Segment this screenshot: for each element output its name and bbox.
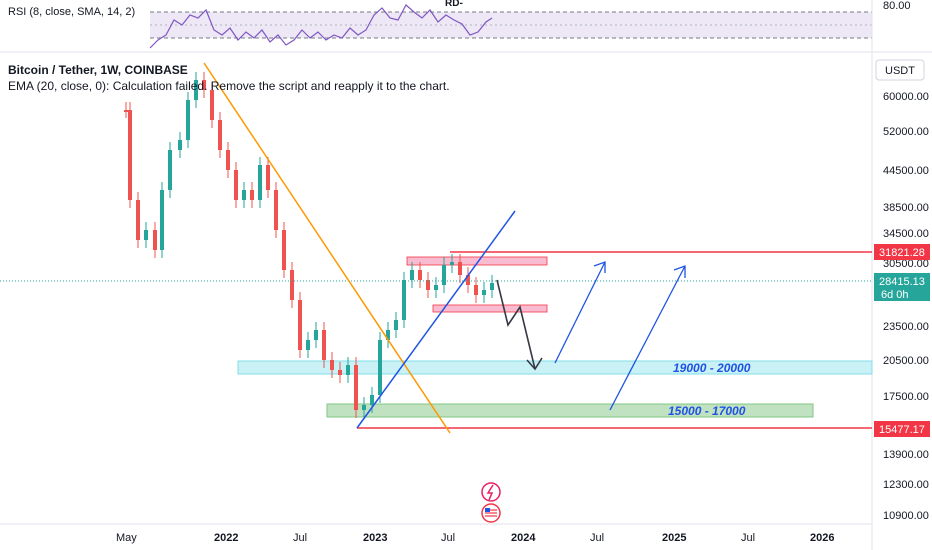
candle-body	[338, 370, 342, 375]
price-tick: 17500.00	[883, 391, 929, 403]
zone-label-19000-20000: 19000 - 20000	[673, 361, 751, 375]
time-tick: Jul	[293, 532, 307, 544]
projection-arrow-up-1[interactable]	[555, 262, 605, 363]
rsi-divergence-tag: RD-	[445, 0, 463, 9]
candle-body	[160, 190, 164, 250]
candle-body	[378, 340, 382, 395]
price-tick: 10900.00	[883, 510, 929, 522]
candle-body	[394, 320, 398, 330]
candle-body	[234, 170, 238, 200]
candle-body	[226, 150, 230, 170]
price-tick: 60000.00	[883, 91, 929, 103]
candle-body	[242, 190, 246, 200]
candle-body	[266, 165, 270, 190]
price-axis[interactable]: 80.00 USDT 60000.00 52000.00 44500.00 38…	[874, 0, 930, 522]
price-tick: 34500.00	[883, 228, 929, 240]
candle-body	[153, 230, 157, 250]
candle-body	[450, 262, 454, 265]
price-tick: 44500.00	[883, 165, 929, 177]
candle-body	[330, 360, 334, 370]
time-tick: May	[116, 532, 137, 544]
candle-body	[354, 365, 358, 410]
candle-body	[314, 330, 318, 340]
time-tick: 2025	[662, 532, 686, 544]
candle-body	[442, 265, 446, 285]
candle-body	[274, 190, 278, 230]
time-tick: 2026	[810, 532, 834, 544]
candle-body	[370, 395, 374, 405]
projection-arrow-up-2[interactable]	[610, 266, 685, 410]
price-tick: 12300.00	[883, 479, 929, 491]
resistance-price-label: 31821.28	[879, 247, 925, 259]
candle-body	[490, 283, 494, 290]
price-tick: 23500.00	[883, 321, 929, 333]
candle-body	[218, 120, 222, 150]
rsi-legend[interactable]: RSI (8, close, SMA, 14, 2)	[8, 6, 135, 18]
last-price-label: 28415.13	[879, 276, 925, 288]
candle-body	[362, 405, 366, 410]
projection-arrow-down[interactable]	[497, 280, 542, 369]
rsi-tick-80: 80.00	[883, 0, 911, 12]
time-tick: Jul	[441, 532, 455, 544]
price-pane: 19000 - 20000 15000 - 17000	[0, 63, 872, 433]
uptrend-line[interactable]	[357, 211, 515, 428]
time-tick: 2022	[214, 532, 238, 544]
dividend-event-icon[interactable]	[482, 483, 500, 501]
candle-body	[482, 290, 486, 295]
candle-body	[124, 110, 128, 112]
candle-body	[250, 190, 254, 200]
time-tick: Jul	[741, 532, 755, 544]
countdown-label: 6d 0h	[881, 289, 909, 301]
candle-body	[346, 365, 350, 375]
candle-body	[258, 165, 262, 200]
time-tick: Jul	[590, 532, 604, 544]
candle-body	[410, 270, 414, 280]
us-flag-event-icon[interactable]	[482, 504, 500, 522]
candle-body	[298, 300, 302, 350]
candle-body	[144, 230, 148, 240]
currency-label: USDT	[885, 65, 915, 77]
candle-body	[434, 285, 438, 290]
support-price-label: 15477.17	[879, 424, 925, 436]
price-tick: 20500.00	[883, 355, 929, 367]
candle-body	[306, 340, 310, 350]
candle-body	[322, 330, 326, 360]
candle-body	[282, 230, 286, 270]
zone-support-box[interactable]	[433, 305, 547, 312]
time-axis[interactable]: May 2022 Jul 2023 Jul 2024 Jul 2025 Jul …	[116, 532, 834, 544]
candle-body	[210, 90, 214, 120]
zone-label-15000-17000: 15000 - 17000	[668, 404, 746, 418]
ema-legend[interactable]: EMA (20, close, 0): Calculation failed. …	[8, 79, 450, 93]
candle-body	[128, 110, 132, 200]
downtrend-line[interactable]	[204, 63, 450, 433]
candle-body	[186, 100, 190, 140]
time-tick: 2023	[363, 532, 387, 544]
candle-body	[178, 140, 182, 150]
time-tick: 2024	[511, 532, 536, 544]
candle-body	[474, 285, 478, 295]
price-tick: 52000.00	[883, 126, 929, 138]
candle-body	[136, 200, 140, 240]
price-tick: 38500.00	[883, 202, 929, 214]
candle-body	[418, 270, 422, 280]
candle-body	[168, 150, 172, 190]
price-tick: 13900.00	[883, 449, 929, 461]
candle-body	[290, 270, 294, 300]
candle-body	[402, 280, 406, 320]
symbol-title[interactable]: Bitcoin / Tether, 1W, COINBASE	[8, 63, 188, 77]
candle-body	[458, 262, 462, 275]
